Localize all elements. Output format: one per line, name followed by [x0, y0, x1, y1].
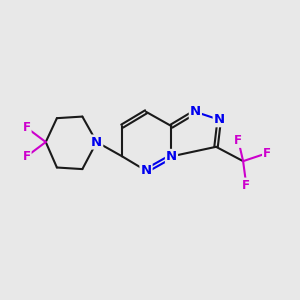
Text: N: N	[140, 164, 152, 177]
Text: N: N	[91, 136, 102, 148]
Text: N: N	[214, 113, 225, 126]
Text: F: F	[23, 121, 31, 134]
Text: F: F	[242, 178, 250, 191]
Text: F: F	[23, 150, 31, 163]
Text: F: F	[263, 147, 271, 160]
Text: F: F	[234, 134, 242, 147]
Text: N: N	[166, 150, 177, 163]
Text: N: N	[190, 105, 201, 118]
